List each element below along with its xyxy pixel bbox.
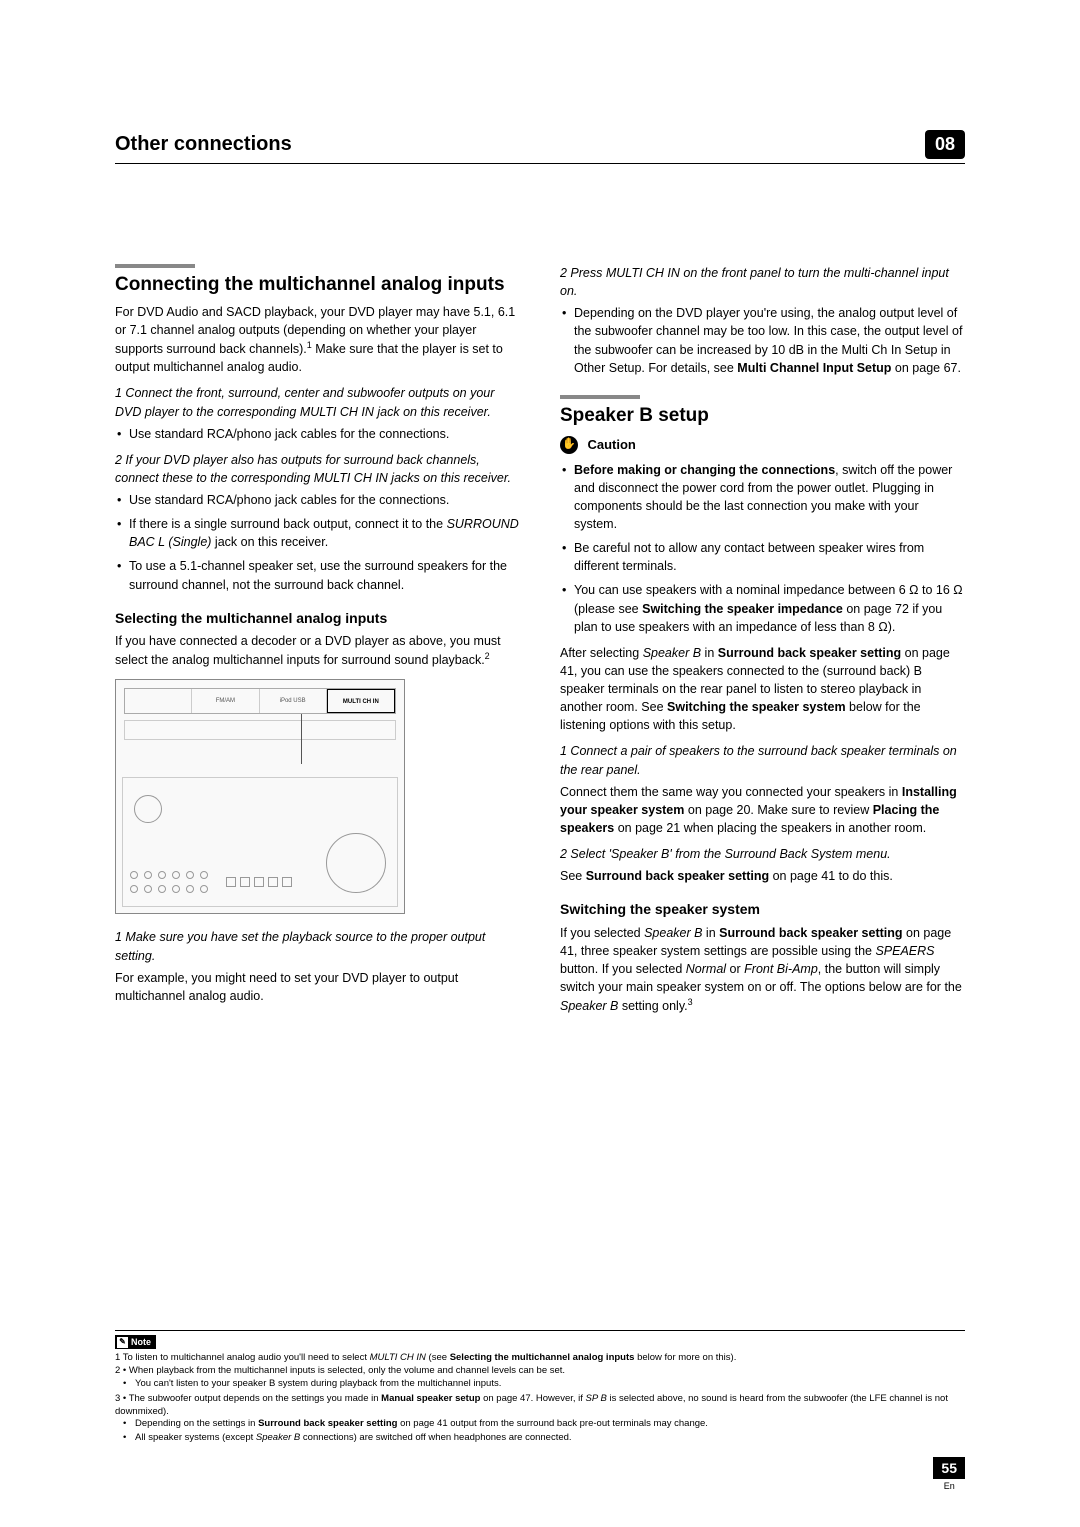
step-1: 1 Connect the front, surround, center an… [115, 384, 520, 420]
caution-icon: ✋ [560, 436, 578, 454]
note-3: 3 • The subwoofer output depends on the … [115, 1393, 965, 1419]
front-panel-diagram: FM/AM iPod USB MULTI CH IN [115, 679, 405, 914]
list-item: Be careful not to allow any contact betw… [574, 539, 965, 575]
list-item: Use standard RCA/phono jack cables for t… [129, 491, 520, 509]
note-2: 2 • When playback from the multichannel … [115, 1365, 965, 1378]
step1-list: Use standard RCA/phono jack cables for t… [115, 425, 520, 443]
list-item: Use standard RCA/phono jack cables for t… [129, 425, 520, 443]
section-bar [560, 395, 640, 399]
page-number: 55 En [933, 1457, 965, 1491]
page-header: Other connections 08 [115, 130, 965, 164]
note-2-sub: You can't listen to your speaker B syste… [115, 1378, 965, 1391]
switching-body: If you selected Speaker B in Surround ba… [560, 924, 965, 1016]
r-step2: 2 Press MULTI CH IN on the front panel t… [560, 264, 965, 300]
list-item: If there is a single surround back outpu… [129, 515, 520, 551]
sb-step2: 2 Select 'Speaker B' from the Surround B… [560, 845, 965, 863]
list-item: You can use speakers with a nominal impe… [574, 581, 965, 635]
after-selecting: After selecting Speaker B in Surround ba… [560, 644, 965, 735]
h2-speaker-b: Speaker B setup [560, 405, 965, 428]
right-column: 2 Press MULTI CH IN on the front panel t… [560, 264, 965, 1023]
sb-step1-body: Connect them the same way you connected … [560, 783, 965, 837]
intro-para: For DVD Audio and SACD playback, your DV… [115, 303, 520, 377]
page-num-value: 55 [933, 1457, 965, 1479]
step2-list: Use standard RCA/phono jack cables for t… [115, 491, 520, 594]
caution-list: Before making or changing the connection… [560, 461, 965, 636]
caution-label: Caution [587, 437, 635, 452]
footer-notes: Note 1 To listen to multichannel analog … [115, 1330, 965, 1447]
select-intro: If you have connected a decoder or a DVD… [115, 632, 520, 669]
sb-step1: 1 Connect a pair of speakers to the surr… [560, 742, 965, 778]
h2-connecting: Connecting the multichannel analog input… [115, 274, 520, 297]
list-item: Depending on the settings in Surround ba… [135, 1418, 965, 1431]
left-column: Connecting the multichannel analog input… [115, 264, 520, 1023]
list-item: All speaker systems (except Speaker B co… [135, 1432, 965, 1445]
note-3-sub: Depending on the settings in Surround ba… [115, 1418, 965, 1445]
diagram-step1: 1 Make sure you have set the playback so… [115, 928, 520, 964]
list-item: You can't listen to your speaker B syste… [135, 1378, 965, 1391]
caution-row: ✋ Caution [560, 436, 965, 455]
content-columns: Connecting the multichannel analog input… [115, 264, 965, 1023]
chapter-badge: 08 [925, 130, 965, 159]
page-lang: En [933, 1481, 965, 1491]
step-2: 2 If your DVD player also has outputs fo… [115, 451, 520, 487]
note-badge: Note [115, 1335, 156, 1349]
list-item: To use a 5.1-channel speaker set, use th… [129, 557, 520, 593]
diagram-step1-body: For example, you might need to set your … [115, 969, 520, 1005]
list-item: Depending on the DVD player you're using… [574, 304, 965, 377]
note-1: 1 To listen to multichannel analog audio… [115, 1352, 965, 1365]
r-step2-list: Depending on the DVD player you're using… [560, 304, 965, 377]
sb-step2-body: See Surround back speaker setting on pag… [560, 867, 965, 885]
diagram-top-row: FM/AM iPod USB MULTI CH IN [124, 688, 396, 714]
h3-switching: Switching the speaker system [560, 899, 965, 919]
h3-selecting: Selecting the multichannel analog inputs [115, 608, 520, 628]
header-title: Other connections [115, 133, 292, 156]
list-item: Before making or changing the connection… [574, 461, 965, 534]
section-bar [115, 264, 195, 268]
